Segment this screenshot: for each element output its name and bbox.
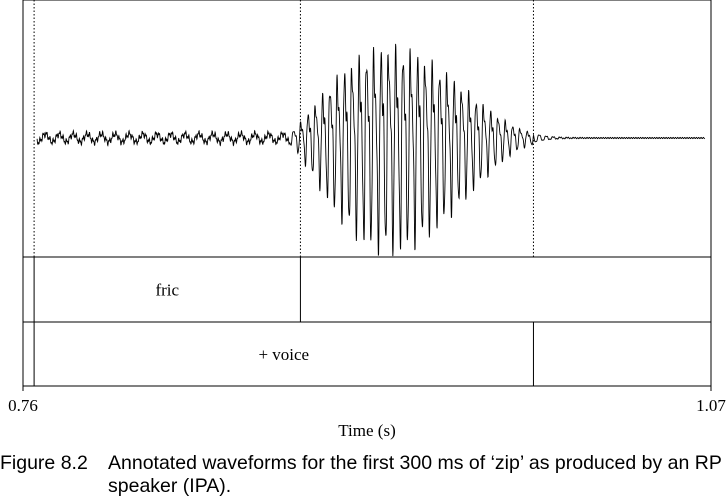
caption-text: Annotated waveforms for the first 300 ms… (108, 452, 722, 497)
x-axis-label: Time (s) (338, 421, 395, 440)
figure-caption: Figure 8.2 Annotated waveforms for the f… (0, 452, 727, 498)
waveform-trace (36, 43, 706, 257)
waveform (36, 43, 706, 257)
x-tick-start-label: 0.76 (8, 396, 38, 415)
annotation-tiers: fric + voice (33, 257, 534, 386)
figure-frame (22, 0, 712, 387)
tier-2-label-1: + voice (258, 345, 309, 364)
boundary-lines (33, 0, 534, 257)
plot-border (22, 0, 712, 387)
caption-number: Figure 8.2 (0, 452, 88, 474)
waveform-figure: fric + voice 0.76 1.07 Time (s) (8, 0, 726, 440)
x-tick-end-label: 1.07 (696, 396, 726, 415)
tier-1-label-1: fric (155, 281, 179, 300)
time-axis: 0.76 1.07 Time (s) (8, 386, 726, 440)
